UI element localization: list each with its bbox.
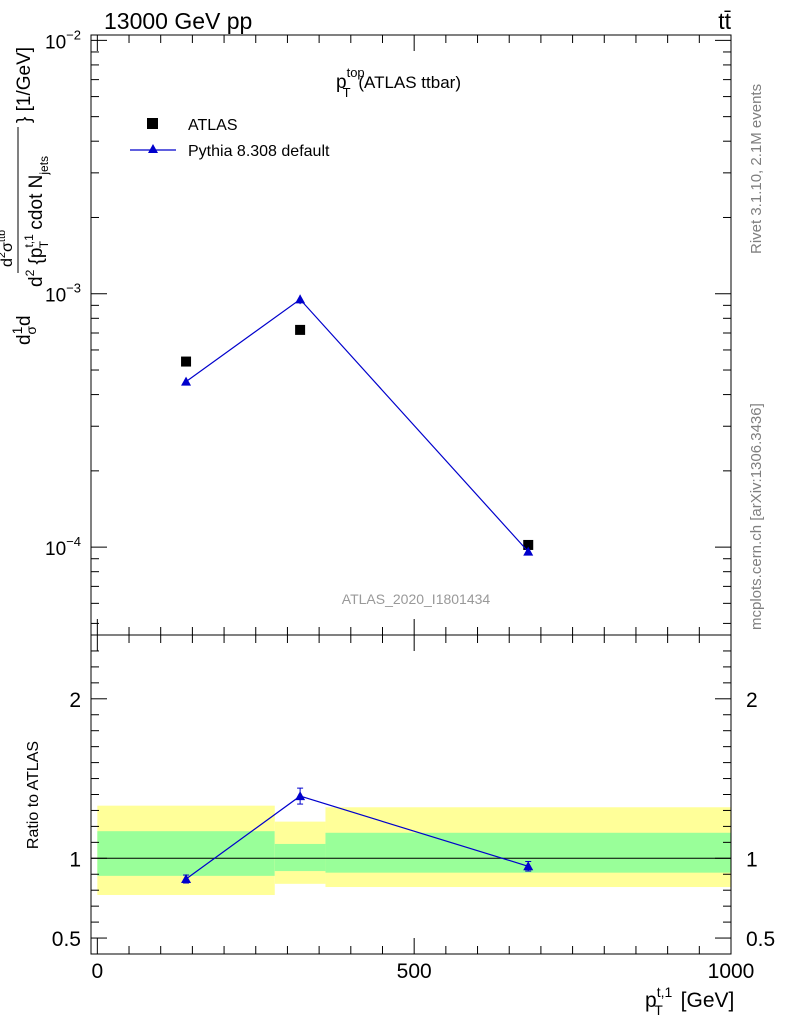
title-main: p bbox=[336, 72, 347, 93]
pythia-data-point bbox=[295, 294, 306, 304]
main-panel: 10−2 10−3 10−4 ptop T (ATLAS ttbar) ATLAS P… bbox=[0, 27, 732, 636]
ratio-bands bbox=[91, 805, 731, 895]
y-title-numerator: d2σttb bbox=[0, 230, 16, 267]
atlas-data-point bbox=[181, 356, 192, 367]
ratio-y-tick-label-right: 2 bbox=[746, 689, 758, 712]
main-y-axis-title: d1σd d2σttb d2 {pt,1T cdot Njets } [1/Ge… bbox=[0, 47, 51, 345]
y-title-unit: } [1/GeV] bbox=[14, 47, 35, 123]
ratio-y-tick-label-left: 0.5 bbox=[52, 928, 81, 951]
main-axis-ticks: 10−2 10−3 10−4 bbox=[45, 27, 732, 635]
x-tick-label: 1000 bbox=[708, 960, 755, 983]
ratio-panel: 0.5 0.5 1 1 2 2 0 500 1000 Ratio to ATLAS pt,1 T … bbox=[25, 634, 775, 1018]
chart-title: ptop T (ATLAS ttbar) bbox=[336, 65, 461, 100]
ratio-y-tick-label-right: 1 bbox=[746, 848, 758, 871]
ratio-y-tick-label-left: 2 bbox=[69, 689, 81, 712]
pythia-data-point bbox=[523, 546, 534, 556]
title-sup: top bbox=[347, 65, 365, 80]
ratio-data-point bbox=[295, 791, 306, 801]
x-tick-label: 500 bbox=[397, 960, 432, 983]
x-tick-label: 0 bbox=[91, 960, 103, 983]
uncertainty-band-green bbox=[274, 843, 326, 872]
ratio-y-tick-label-right: 0.5 bbox=[746, 928, 775, 951]
main-data bbox=[181, 294, 534, 556]
atlas-data-point bbox=[523, 539, 534, 550]
uncertainty-band-green bbox=[97, 831, 275, 876]
title-suffix: (ATLAS ttbar) bbox=[354, 73, 461, 92]
ratio-y-tick-label-left: 1 bbox=[69, 848, 81, 871]
legend-pythia-label: Pythia 8.308 default bbox=[188, 143, 330, 160]
ratio-frame bbox=[90, 634, 732, 955]
main-frame bbox=[90, 34, 732, 636]
analysis-label: ATLAS_2020_I1801434 bbox=[342, 591, 491, 607]
energy-label: 13000 GeV pp bbox=[104, 8, 252, 34]
legend-atlas-marker bbox=[147, 118, 158, 129]
atlas-data-point bbox=[295, 324, 306, 335]
legend-atlas-label: ATLAS bbox=[188, 117, 238, 134]
ratio-axis-ticks: 0.5 0.5 1 1 2 2 0 500 1000 bbox=[52, 635, 775, 983]
pythia-data-point bbox=[181, 376, 192, 386]
y-title-d1: d1σd bbox=[9, 315, 39, 345]
legend-pythia-marker bbox=[148, 144, 158, 153]
y-title-denominator: d2 {pt,1T cdot Njets bbox=[22, 156, 51, 287]
main-y-tick-label: 10−4 bbox=[45, 534, 81, 560]
rivet-version-label: Rivet 3.1.10, 2.1M events bbox=[748, 84, 765, 254]
ratio-data-point bbox=[181, 874, 192, 884]
title-sub: T bbox=[343, 85, 351, 100]
pythia-line bbox=[185, 298, 529, 553]
ratio-y-axis-title: Ratio to ATLAS bbox=[25, 741, 42, 849]
ratio-data-point bbox=[523, 861, 534, 871]
main-y-tick-label: 10−2 bbox=[45, 27, 81, 53]
ratio-data bbox=[181, 787, 534, 884]
process-label: tt̄ bbox=[718, 8, 731, 34]
legend: ATLAS Pythia 8.308 default bbox=[130, 117, 330, 160]
main-y-tick-label: 10−3 bbox=[45, 281, 81, 307]
mcplots-label: mcplots.cern.ch [arXiv:1306.3436] bbox=[748, 403, 765, 630]
x-axis-title: pt,1 T [GeV] bbox=[645, 984, 734, 1018]
